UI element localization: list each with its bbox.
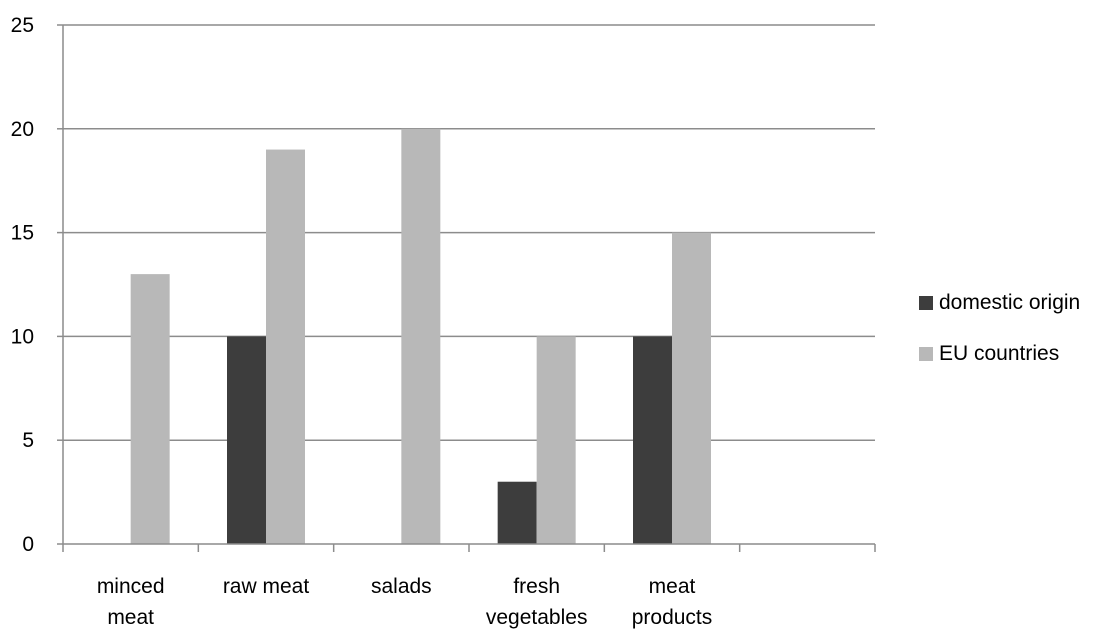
legend-swatch (919, 347, 933, 361)
x-category-label: products (632, 606, 713, 629)
y-tick-label: 5 (22, 429, 34, 452)
bar-EU-countries-4 (672, 232, 711, 544)
y-tick-labels: 0 5 10 15 20 25 (11, 14, 34, 556)
bar-EU-countries-1 (266, 149, 305, 544)
x-category-label: raw meat (223, 575, 310, 598)
x-category-labels: minced meat raw meat salads fresh vegetables m… (97, 575, 712, 629)
y-tick-label: 20 (11, 118, 34, 141)
y-tick-label: 25 (11, 14, 34, 37)
legend-label: EU countries (939, 342, 1059, 365)
bar-domestic-origin-3 (497, 481, 537, 544)
bar-EU-countries-0 (130, 274, 170, 544)
y-tick-label: 10 (11, 325, 34, 348)
x-category-label: vegetables (486, 606, 588, 629)
bar-domestic-origin-4 (633, 336, 672, 544)
bar-domestic-origin-1 (227, 336, 266, 544)
bar-EU-countries-2 (401, 128, 441, 545)
legend-swatch (919, 296, 933, 310)
legend: domestic origin EU countries (919, 291, 1080, 365)
y-tick-label: 15 (11, 222, 34, 245)
bar-EU-countries-3 (536, 336, 576, 544)
x-category-label: meat (649, 575, 696, 598)
x-category-label: minced (97, 575, 165, 598)
bars (130, 128, 711, 545)
x-category-label: salads (371, 575, 432, 598)
x-category-label: meat (107, 606, 154, 629)
axes (57, 24, 876, 552)
legend-label: domestic origin (939, 291, 1080, 314)
y-tick-label: 0 (22, 533, 34, 556)
gridlines (63, 24, 875, 441)
x-category-label: fresh (513, 575, 560, 598)
